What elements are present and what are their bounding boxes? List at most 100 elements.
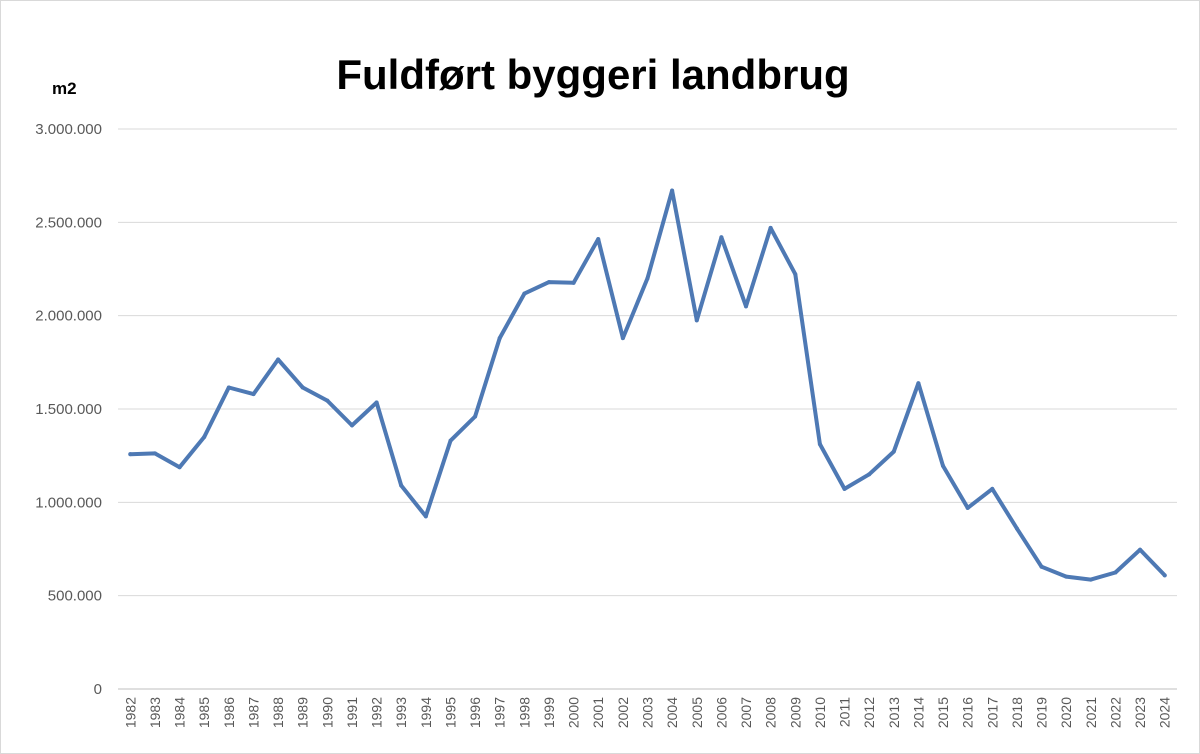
data-point <box>423 514 428 519</box>
data-point <box>817 442 822 447</box>
y-tick-label: 1.500.000 <box>35 401 102 418</box>
x-tick-label: 1982 <box>122 697 138 728</box>
x-tick-label: 2001 <box>590 697 606 728</box>
data-point <box>349 423 354 428</box>
data-point <box>941 463 946 468</box>
x-tick-label: 2022 <box>1107 697 1123 728</box>
x-tick-label: 2009 <box>787 697 803 728</box>
x-tick-label: 1999 <box>541 697 557 728</box>
x-tick-label: 2021 <box>1083 697 1099 728</box>
y-tick-label: 500.000 <box>48 588 102 605</box>
data-point <box>744 304 749 309</box>
data-point <box>842 486 847 491</box>
x-tick-label: 2011 <box>837 697 853 727</box>
y-tick-label: 2.500.000 <box>35 214 102 231</box>
data-point <box>596 237 601 242</box>
data-point <box>1138 547 1143 552</box>
data-point <box>374 400 379 405</box>
x-tick-label: 2016 <box>960 697 976 728</box>
y-tick-label: 3.000.000 <box>35 121 102 138</box>
series-line <box>128 188 1167 582</box>
x-tick-label: 2007 <box>738 697 754 728</box>
data-point <box>300 385 305 390</box>
data-point <box>276 357 281 362</box>
data-point <box>916 381 921 386</box>
data-point <box>177 465 182 470</box>
x-tick-label: 2020 <box>1058 697 1074 728</box>
x-tick-label: 2023 <box>1132 697 1148 728</box>
x-tick-label: 2004 <box>664 697 680 728</box>
data-point <box>1014 526 1019 531</box>
data-point <box>522 291 527 296</box>
data-point <box>1039 564 1044 569</box>
x-tick-label: 1998 <box>516 697 532 728</box>
data-point <box>719 235 724 240</box>
x-tick-label: 1985 <box>196 697 212 728</box>
x-tick-label: 2024 <box>1157 697 1173 728</box>
x-tick-label: 2005 <box>689 697 705 728</box>
data-point <box>694 318 699 323</box>
data-point <box>867 472 872 477</box>
x-tick-label: 1991 <box>344 697 360 728</box>
series-group <box>128 188 1167 582</box>
x-tick-label: 1996 <box>467 697 483 728</box>
x-tick-label: 2003 <box>640 697 656 728</box>
x-tick-label: 1994 <box>418 697 434 728</box>
data-point <box>128 452 133 457</box>
x-tick-label: 2002 <box>615 697 631 728</box>
x-tick-label: 1987 <box>245 697 261 728</box>
x-axis-ticks: 1982 1983 1984 1985 1986 1987 1988 1989 1990 1991… <box>122 697 1172 728</box>
data-point <box>399 483 404 488</box>
data-point <box>670 188 675 193</box>
x-tick-label: 1984 <box>172 697 188 728</box>
y-axis-unit-label: m2 <box>52 79 77 98</box>
data-point <box>202 435 207 439</box>
x-tick-label: 1983 <box>147 697 163 728</box>
data-point <box>990 486 995 491</box>
x-tick-label: 1988 <box>270 697 286 728</box>
data-point <box>793 272 798 277</box>
data-point <box>226 385 231 390</box>
gridlines <box>118 128 1177 690</box>
data-point <box>325 398 330 403</box>
x-tick-label: 1997 <box>492 697 508 728</box>
x-tick-label: 1990 <box>319 697 335 728</box>
x-tick-label: 2013 <box>886 697 902 728</box>
x-tick-label: 1986 <box>221 697 237 728</box>
x-tick-label: 2019 <box>1034 697 1050 728</box>
data-point <box>448 438 453 443</box>
x-tick-label: 2010 <box>812 697 828 728</box>
data-point <box>1064 574 1069 579</box>
y-tick-label: 1.000.000 <box>35 494 102 511</box>
y-tick-label: 2.000.000 <box>35 308 102 325</box>
data-point <box>571 280 576 285</box>
chart-title: Fuldført byggeri landbrug <box>336 51 849 98</box>
x-tick-label: 1992 <box>369 697 385 728</box>
data-point <box>768 225 773 230</box>
x-tick-label: 2012 <box>861 697 877 728</box>
data-point <box>620 336 625 341</box>
data-point <box>152 451 157 456</box>
data-point <box>497 336 502 341</box>
y-tick-label: 0 <box>94 681 102 698</box>
data-point <box>546 280 551 285</box>
x-tick-label: 2015 <box>935 697 951 728</box>
x-tick-label: 1989 <box>295 697 311 728</box>
data-point <box>965 505 970 510</box>
data-point <box>1113 570 1118 575</box>
x-tick-label: 2008 <box>763 697 779 728</box>
x-tick-label: 1993 <box>393 697 409 728</box>
data-point <box>891 449 896 454</box>
data-point <box>645 276 650 281</box>
y-axis-ticks: 0 500.000 1.000.000 1.500.000 2.000.000 2.500… <box>35 121 102 698</box>
data-point <box>1088 577 1093 582</box>
x-tick-label: 2017 <box>984 697 1000 728</box>
data-point <box>251 392 256 397</box>
data-point <box>1162 573 1167 578</box>
x-tick-label: 2000 <box>566 697 582 728</box>
x-tick-label: 2006 <box>713 697 729 728</box>
x-tick-label: 2014 <box>910 697 926 728</box>
data-point <box>473 414 478 419</box>
x-tick-label: 1995 <box>442 697 458 728</box>
